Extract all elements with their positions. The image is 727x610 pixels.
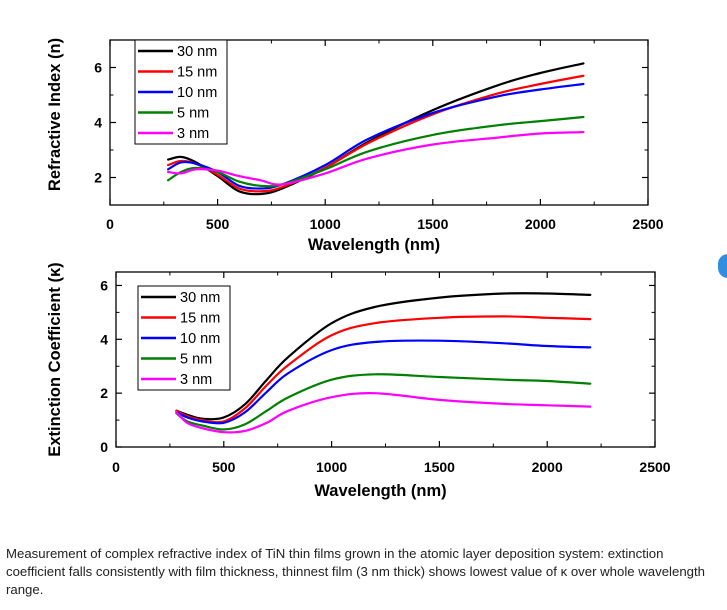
legend-label: 10 nm <box>180 331 220 347</box>
x-tick-label: 1500 <box>424 459 455 475</box>
x-tick-label: 500 <box>206 216 230 232</box>
y-axis-title: Refractive Index (n) <box>46 38 64 191</box>
series-line-30-nm <box>167 62 585 196</box>
x-tick-label: 2500 <box>639 459 670 475</box>
legend-label: 15 nm <box>180 311 220 327</box>
legend-label: 5 nm <box>180 352 212 368</box>
series-line-15-nm <box>175 315 592 424</box>
series-line-5-nm <box>175 373 592 431</box>
y-axis-title: Extinction Coefficient (κ) <box>46 262 64 456</box>
legend-label: 30 nm <box>177 44 217 60</box>
series-line-3-nm <box>175 392 592 434</box>
legend-label: 10 nm <box>177 85 217 101</box>
refractive-index-chart: 0 500 1000 1500 2000 2500 2 4 6 Wavelength (nm) Re… <box>46 38 664 254</box>
side-badge <box>718 254 727 278</box>
y-tick-label: 0 <box>100 439 108 455</box>
x-tick-label: 2000 <box>525 216 556 232</box>
x-tick-label: 0 <box>112 459 120 475</box>
x-tick-label: 2000 <box>532 459 563 475</box>
figure-caption: Measurement of complex refractive index … <box>6 546 705 598</box>
x-axis-title: Wavelength (nm) <box>314 482 446 500</box>
y-tick-label: 2 <box>94 170 102 186</box>
y-tick-label: 4 <box>94 115 102 131</box>
x-axis-title: Wavelength (nm) <box>308 236 440 254</box>
legend-label: 3 nm <box>180 372 212 388</box>
legend-label: 30 nm <box>180 290 220 306</box>
series-line-10-nm <box>175 339 592 425</box>
legend-label: 3 nm <box>177 126 209 142</box>
x-tick-label: 1000 <box>316 459 347 475</box>
series-line-5-nm <box>167 115 585 188</box>
y-tick-label: 6 <box>100 277 108 293</box>
x-tick-label: 0 <box>106 216 114 232</box>
x-tick-label: 500 <box>212 459 236 475</box>
series-line-3-nm <box>167 131 585 186</box>
y-tick-label: 2 <box>100 385 108 401</box>
y-tick-label: 6 <box>94 60 102 76</box>
legend-label: 15 nm <box>177 65 217 81</box>
x-tick-label: 2500 <box>632 216 663 232</box>
legend-label: 5 nm <box>177 106 209 122</box>
x-tick-label: 1000 <box>310 216 341 232</box>
x-tick-label: 1500 <box>417 216 448 232</box>
y-tick-label: 4 <box>100 331 108 347</box>
extinction-coefficient-chart: 0 500 1000 1500 2000 2500 0 2 4 6 Wavelength (nm) E… <box>46 262 671 500</box>
series-line-30-nm <box>175 292 592 421</box>
